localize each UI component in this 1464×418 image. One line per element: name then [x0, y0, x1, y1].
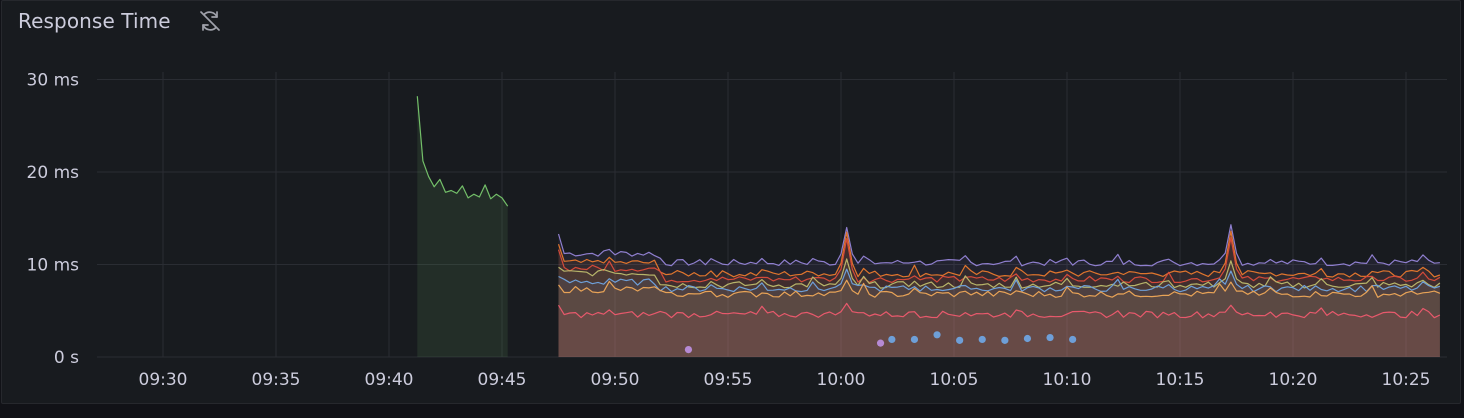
data-point: [888, 335, 896, 344]
x-tick-label: 10:15: [1156, 370, 1205, 390]
series-layer: [416, 96, 1441, 357]
series-line-2: [557, 230, 1441, 278]
series-area-2: [558, 231, 1440, 357]
series-line-7: [557, 302, 1441, 319]
data-point: [933, 331, 941, 339]
y-tick-label: 10 ms: [27, 256, 80, 276]
sync-off-icon[interactable]: [197, 8, 223, 34]
x-axis: 09:30 09:35 09:40 09:45 09:50 09:55 10:00 10:05…: [139, 370, 1431, 390]
y-axis: 0 s 10 ms 20 ms 30 ms: [27, 71, 80, 369]
data-point: [1069, 335, 1077, 344]
x-tick-label: 09:40: [365, 370, 414, 390]
x-tick-label: 10:25: [1382, 370, 1431, 390]
y-tick-label: 20 ms: [27, 163, 80, 183]
data-point: [978, 335, 986, 344]
series-line-4: [558, 258, 1441, 289]
data-point: [1023, 334, 1032, 343]
data-point: [956, 336, 964, 344]
x-tick-label: 10:20: [1269, 370, 1318, 390]
grid: [97, 72, 1447, 358]
data-point: [1001, 336, 1009, 344]
series-line-3: [557, 237, 1441, 284]
panel-title[interactable]: Response Time: [18, 9, 171, 33]
series-line-0: [416, 96, 509, 207]
x-tick-label: 09:45: [478, 370, 527, 390]
response-time-panel: Response Time: [1, 0, 1461, 404]
series-line-5: [558, 268, 1441, 293]
data-point: [1046, 333, 1054, 342]
x-tick-label: 10:10: [1043, 370, 1092, 390]
series-area-3: [558, 237, 1440, 357]
y-tick-label: 0 s: [54, 348, 79, 368]
data-point: [910, 335, 919, 344]
y-tick-label: 30 ms: [27, 71, 80, 91]
x-tick-label: 10:00: [817, 370, 866, 390]
series-area-6: [558, 280, 1440, 357]
series-line-6: [558, 279, 1441, 298]
x-tick-label: 09:50: [591, 370, 640, 390]
x-tick-label: 10:05: [930, 370, 979, 390]
x-tick-label: 09:35: [252, 370, 301, 390]
points-layer: [684, 331, 1077, 354]
series-area-0: [417, 96, 508, 357]
panel-header: Response Time: [18, 7, 223, 35]
x-tick-label: 09:30: [139, 370, 188, 390]
series-area-5: [558, 269, 1440, 357]
data-point: [684, 346, 693, 354]
x-tick-label: 09:55: [704, 370, 753, 390]
series-line-1: [557, 224, 1440, 267]
data-point: [876, 339, 885, 347]
